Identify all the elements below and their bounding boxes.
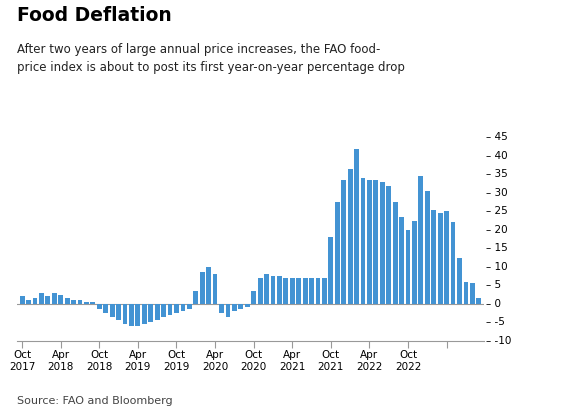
Text: – 40: – 40 [486, 151, 508, 161]
Text: – -5: – -5 [486, 317, 505, 327]
Bar [219, 304, 224, 313]
Bar [155, 304, 160, 320]
Bar [123, 304, 127, 324]
Bar [412, 221, 417, 304]
Bar [361, 178, 366, 304]
Bar [322, 278, 327, 304]
Text: – 25: – 25 [486, 206, 508, 216]
Bar [148, 304, 153, 322]
Bar [335, 202, 340, 304]
Bar [39, 293, 44, 304]
Bar [58, 294, 63, 304]
Bar [367, 180, 372, 304]
Bar [65, 298, 70, 304]
Bar [380, 182, 385, 304]
Bar [341, 180, 346, 304]
Bar [399, 217, 404, 304]
Bar [161, 304, 166, 317]
Text: – 0: – 0 [486, 299, 501, 309]
Bar [84, 302, 89, 304]
Bar [316, 278, 320, 304]
Bar [116, 304, 121, 320]
Bar [26, 300, 31, 304]
Bar [52, 293, 57, 304]
Bar [135, 304, 140, 326]
Bar [354, 149, 359, 304]
Bar [91, 302, 95, 304]
Bar [181, 304, 185, 311]
Bar [206, 267, 211, 304]
Bar [425, 191, 430, 304]
Bar [45, 297, 50, 304]
Bar [213, 274, 217, 304]
Bar [477, 298, 481, 304]
Bar [168, 304, 173, 315]
Bar [258, 278, 263, 304]
Bar [303, 278, 307, 304]
Bar [174, 304, 179, 313]
Bar [296, 278, 301, 304]
Bar [387, 185, 391, 304]
Bar [309, 278, 314, 304]
Text: Food Deflation: Food Deflation [17, 6, 171, 25]
Bar [129, 304, 134, 326]
Text: – -10: – -10 [486, 336, 512, 346]
Bar [97, 304, 102, 309]
Bar [104, 304, 108, 313]
Text: – 45: – 45 [486, 133, 508, 142]
Bar [142, 304, 147, 324]
Bar [251, 291, 256, 304]
Bar [225, 304, 230, 317]
Bar [264, 274, 269, 304]
Bar [451, 223, 456, 304]
Bar [444, 211, 449, 304]
Bar [271, 276, 276, 304]
Text: – 15: – 15 [486, 243, 508, 253]
Bar [464, 282, 468, 304]
Text: – 20: – 20 [486, 225, 508, 235]
Text: – 5: – 5 [486, 280, 501, 290]
Bar [406, 230, 410, 304]
Bar [328, 237, 333, 304]
Text: – 35: – 35 [486, 169, 508, 179]
Bar [393, 202, 397, 304]
Text: – 30: – 30 [486, 188, 508, 198]
Bar [194, 291, 198, 304]
Bar [284, 278, 288, 304]
Text: – 10: – 10 [486, 262, 508, 272]
Bar [290, 278, 295, 304]
Bar [418, 176, 423, 304]
Bar [457, 258, 462, 304]
Text: Source: FAO and Bloomberg: Source: FAO and Bloomberg [17, 396, 173, 406]
Bar [438, 213, 443, 304]
Bar [20, 297, 24, 304]
Bar [78, 300, 83, 304]
Bar [232, 304, 237, 311]
Bar [348, 169, 353, 304]
Bar [110, 304, 114, 317]
Bar [238, 304, 243, 309]
Bar [431, 209, 436, 304]
Bar [71, 300, 76, 304]
Bar [470, 283, 475, 304]
Text: After two years of large annual price increases, the FAO food-
price index is ab: After two years of large annual price in… [17, 43, 405, 74]
Bar [374, 180, 378, 304]
Bar [245, 304, 250, 307]
Bar [277, 276, 282, 304]
Bar [200, 272, 205, 304]
Bar [187, 304, 192, 309]
Bar [33, 298, 37, 304]
